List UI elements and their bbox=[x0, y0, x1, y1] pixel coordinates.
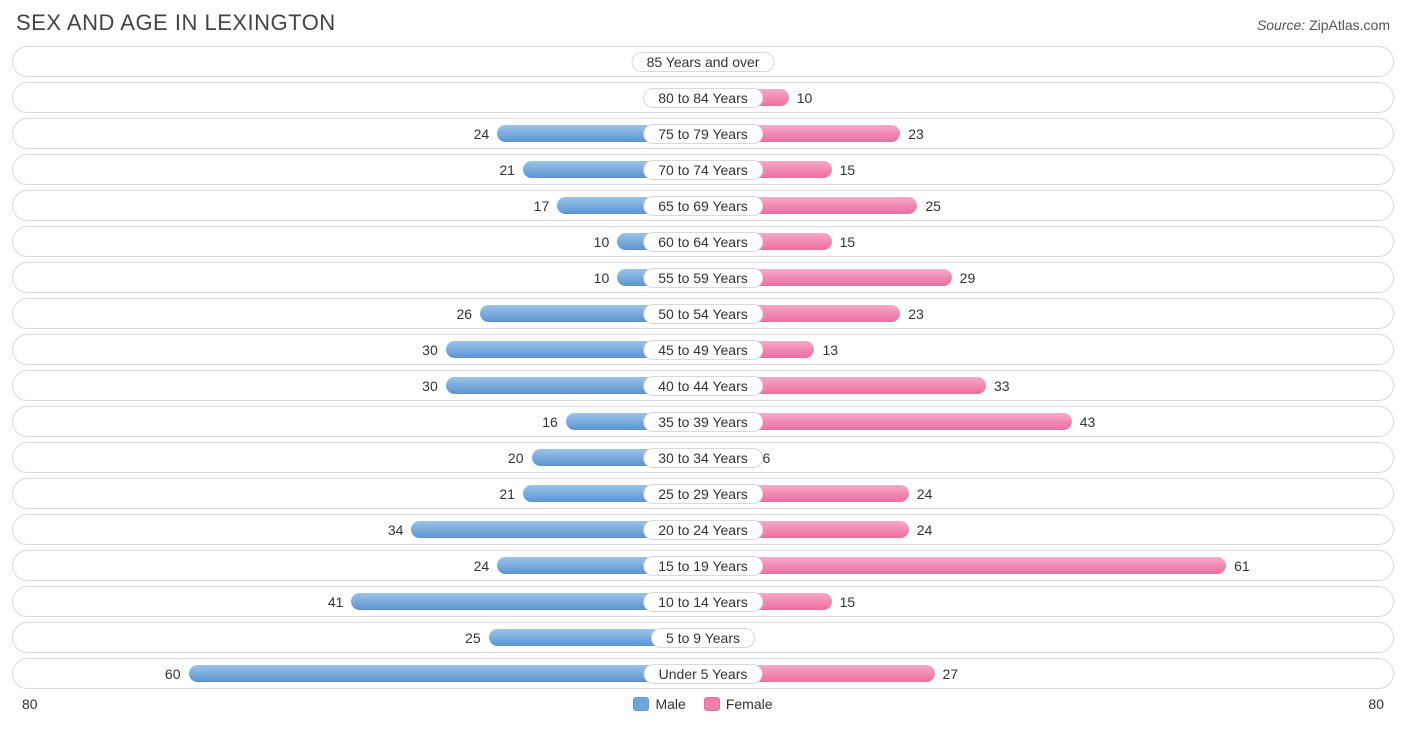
male-value: 30 bbox=[422, 342, 438, 358]
pyramid-row: 21080 to 84 Years bbox=[12, 82, 1394, 113]
chart-legend: Male Female bbox=[633, 696, 772, 712]
pyramid-row: 3485 Years and over bbox=[12, 46, 1394, 77]
male-swatch-icon bbox=[633, 697, 649, 711]
female-bar bbox=[703, 557, 1226, 574]
male-value: 20 bbox=[508, 450, 524, 466]
female-value: 24 bbox=[917, 522, 933, 538]
pyramid-row: 2525 to 9 Years bbox=[12, 622, 1394, 653]
pyramid-row: 10 29 55 to 59 Years bbox=[12, 262, 1394, 293]
category-label: 45 to 49 Years bbox=[643, 340, 763, 360]
male-value: 25 bbox=[465, 630, 481, 646]
category-label: 30 to 34 Years bbox=[643, 448, 763, 468]
pyramid-row: 17 25 65 to 69 Years bbox=[12, 190, 1394, 221]
pyramid-row: 24 23 75 to 79 Years bbox=[12, 118, 1394, 149]
category-label: 40 to 44 Years bbox=[643, 376, 763, 396]
pyramid-row: 26 23 50 to 54 Years bbox=[12, 298, 1394, 329]
category-label: 85 Years and over bbox=[632, 52, 775, 72]
male-value: 16 bbox=[542, 414, 558, 430]
legend-male-label: Male bbox=[655, 696, 685, 712]
female-value: 24 bbox=[917, 486, 933, 502]
source-label: Source: bbox=[1257, 17, 1305, 33]
category-label: Under 5 Years bbox=[644, 664, 763, 684]
population-pyramid: 3485 Years and over21080 to 84 Years2423… bbox=[12, 46, 1394, 689]
male-value: 21 bbox=[499, 162, 515, 178]
male-value: 30 bbox=[422, 378, 438, 394]
pyramid-row: 34 24 20 to 24 Years bbox=[12, 514, 1394, 545]
category-label: 70 to 74 Years bbox=[643, 160, 763, 180]
chart-source: Source: ZipAtlas.com bbox=[1257, 17, 1390, 33]
male-value: 41 bbox=[328, 594, 344, 610]
category-label: 75 to 79 Years bbox=[643, 124, 763, 144]
category-label: 15 to 19 Years bbox=[643, 556, 763, 576]
category-label: 10 to 14 Years bbox=[643, 592, 763, 612]
category-label: 65 to 69 Years bbox=[643, 196, 763, 216]
chart-title: SEX AND AGE IN LEXINGTON bbox=[16, 10, 336, 36]
female-value: 15 bbox=[840, 234, 856, 250]
male-value: 60 bbox=[165, 666, 181, 682]
female-value: 25 bbox=[925, 198, 941, 214]
female-value: 15 bbox=[840, 594, 856, 610]
category-label: 35 to 39 Years bbox=[643, 412, 763, 432]
category-label: 5 to 9 Years bbox=[651, 628, 755, 648]
chart-footer: 80 Male Female 80 bbox=[12, 694, 1394, 712]
pyramid-row: 20 630 to 34 Years bbox=[12, 442, 1394, 473]
female-value: 33 bbox=[994, 378, 1010, 394]
pyramid-row: 30 13 45 to 49 Years bbox=[12, 334, 1394, 365]
female-value: 10 bbox=[797, 90, 813, 106]
female-value: 15 bbox=[840, 162, 856, 178]
legend-item-male: Male bbox=[633, 696, 685, 712]
female-value: 43 bbox=[1080, 414, 1096, 430]
category-label: 55 to 59 Years bbox=[643, 268, 763, 288]
male-value: 10 bbox=[594, 234, 610, 250]
female-value: 23 bbox=[908, 126, 924, 142]
female-value: 23 bbox=[908, 306, 924, 322]
female-value: 27 bbox=[943, 666, 959, 682]
pyramid-row: 10 15 60 to 64 Years bbox=[12, 226, 1394, 257]
pyramid-row: 21 15 70 to 74 Years bbox=[12, 154, 1394, 185]
legend-female-label: Female bbox=[726, 696, 773, 712]
female-value: 13 bbox=[822, 342, 838, 358]
source-value: ZipAtlas.com bbox=[1309, 17, 1390, 33]
category-label: 25 to 29 Years bbox=[643, 484, 763, 504]
chart-container: SEX AND AGE IN LEXINGTON Source: ZipAtla… bbox=[0, 0, 1406, 740]
pyramid-row: 30 33 40 to 44 Years bbox=[12, 370, 1394, 401]
male-value: 24 bbox=[474, 558, 490, 574]
male-value: 34 bbox=[388, 522, 404, 538]
category-label: 50 to 54 Years bbox=[643, 304, 763, 324]
male-value: 17 bbox=[534, 198, 550, 214]
axis-left-max: 80 bbox=[22, 696, 38, 712]
male-bar bbox=[189, 665, 704, 682]
category-label: 60 to 64 Years bbox=[643, 232, 763, 252]
axis-right-max: 80 bbox=[1368, 696, 1384, 712]
chart-header: SEX AND AGE IN LEXINGTON Source: ZipAtla… bbox=[12, 10, 1394, 46]
pyramid-row: 24 61 15 to 19 Years bbox=[12, 550, 1394, 581]
male-value: 10 bbox=[594, 270, 610, 286]
female-value: 6 bbox=[762, 450, 770, 466]
male-value: 26 bbox=[456, 306, 472, 322]
pyramid-row: 21 24 25 to 29 Years bbox=[12, 478, 1394, 509]
female-value: 29 bbox=[960, 270, 976, 286]
pyramid-row: 41 15 10 to 14 Years bbox=[12, 586, 1394, 617]
female-value: 61 bbox=[1234, 558, 1250, 574]
pyramid-row: 16 43 35 to 39 Years bbox=[12, 406, 1394, 437]
male-value: 24 bbox=[474, 126, 490, 142]
legend-item-female: Female bbox=[704, 696, 773, 712]
female-swatch-icon bbox=[704, 697, 720, 711]
category-label: 80 to 84 Years bbox=[643, 88, 763, 108]
category-label: 20 to 24 Years bbox=[643, 520, 763, 540]
male-value: 21 bbox=[499, 486, 515, 502]
pyramid-row: 60 27 Under 5 Years bbox=[12, 658, 1394, 689]
